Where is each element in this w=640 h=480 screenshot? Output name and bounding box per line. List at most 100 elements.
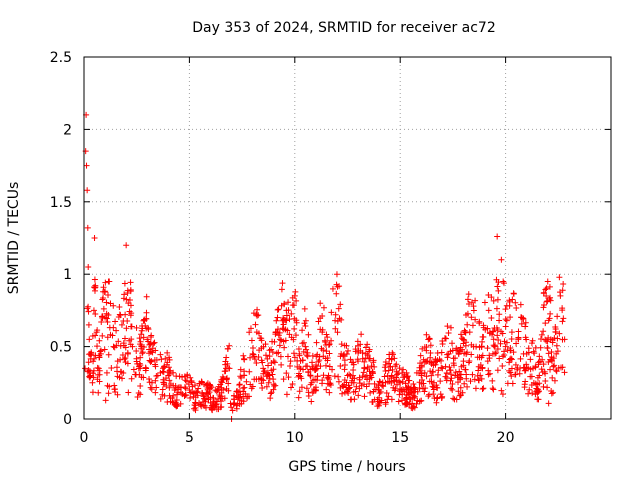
data-point	[528, 373, 535, 380]
data-point	[105, 291, 112, 298]
data-point	[448, 385, 455, 392]
data-point	[476, 344, 483, 351]
data-point	[501, 280, 508, 287]
data-point	[443, 370, 450, 377]
data-point	[182, 392, 189, 399]
data-point	[544, 338, 551, 345]
data-point	[169, 398, 176, 405]
data-point	[354, 356, 361, 363]
data-point	[475, 377, 482, 384]
data-point	[139, 350, 146, 357]
data-point	[252, 321, 259, 328]
data-point	[138, 374, 145, 381]
data-point	[447, 348, 454, 355]
data-point	[291, 325, 298, 332]
data-point	[540, 289, 547, 296]
data-point	[265, 371, 272, 378]
data-point	[86, 351, 93, 358]
y-tick-label: 0	[63, 412, 72, 428]
data-point	[421, 369, 428, 376]
data-point	[304, 363, 311, 370]
data-point	[278, 361, 285, 368]
data-point	[376, 378, 383, 385]
data-point	[267, 390, 274, 397]
data-point	[462, 366, 469, 373]
data-point	[522, 319, 529, 326]
data-point	[411, 395, 418, 402]
data-point	[192, 382, 199, 389]
data-point	[224, 345, 231, 352]
data-point	[453, 396, 460, 403]
data-point	[369, 369, 376, 376]
data-point	[464, 383, 471, 390]
data-point	[518, 314, 525, 321]
data-point	[425, 336, 432, 343]
data-point	[133, 358, 140, 365]
data-point	[173, 391, 180, 398]
data-point	[442, 373, 449, 380]
data-point	[290, 336, 297, 343]
data-point	[320, 372, 327, 379]
data-point	[103, 310, 110, 317]
data-point	[439, 338, 446, 345]
data-point	[89, 379, 96, 386]
data-point	[121, 335, 128, 342]
data-point	[502, 306, 509, 313]
data-point	[559, 305, 566, 312]
data-point	[528, 340, 535, 347]
data-point	[507, 355, 514, 362]
data-point	[255, 330, 262, 337]
data-point	[84, 187, 91, 194]
data-point	[345, 347, 352, 354]
data-point	[499, 362, 506, 369]
data-point	[495, 337, 502, 344]
chart-title: Day 353 of 2024, SRMTID for receiver ac7…	[192, 20, 496, 36]
data-point	[553, 342, 560, 349]
data-point	[90, 374, 97, 381]
data-point	[110, 343, 117, 350]
data-point	[544, 384, 551, 391]
data-point	[99, 296, 106, 303]
data-point	[263, 383, 270, 390]
data-point	[126, 308, 133, 315]
data-point	[301, 320, 308, 327]
data-point	[248, 337, 255, 344]
data-point	[291, 354, 298, 361]
data-point	[494, 283, 501, 290]
data-point	[105, 390, 112, 397]
data-point	[394, 371, 401, 378]
data-point	[302, 322, 309, 329]
data-point	[544, 344, 551, 351]
data-point	[464, 296, 471, 303]
data-point	[104, 318, 111, 325]
data-point	[268, 389, 275, 396]
data-point	[272, 329, 279, 336]
data-point	[406, 377, 413, 384]
data-point	[300, 339, 307, 346]
data-point	[391, 355, 398, 362]
data-point	[485, 367, 492, 374]
data-point	[139, 325, 146, 332]
data-point	[286, 316, 293, 323]
data-point	[534, 396, 541, 403]
data-point	[328, 337, 335, 344]
data-point	[355, 342, 362, 349]
data-point	[561, 369, 568, 376]
data-point	[554, 313, 561, 320]
data-point	[510, 290, 517, 297]
data-point	[319, 380, 326, 387]
data-point	[346, 371, 353, 378]
data-point	[111, 344, 118, 351]
data-point	[538, 366, 545, 373]
data-point	[508, 329, 515, 336]
data-point	[465, 291, 472, 298]
grid-lines	[84, 57, 611, 419]
data-point	[340, 383, 347, 390]
data-point	[276, 342, 283, 349]
data-point	[468, 351, 475, 358]
data-point	[540, 383, 547, 390]
data-point	[255, 312, 262, 319]
data-point	[460, 362, 467, 369]
data-point	[559, 318, 566, 325]
data-point	[166, 384, 173, 391]
